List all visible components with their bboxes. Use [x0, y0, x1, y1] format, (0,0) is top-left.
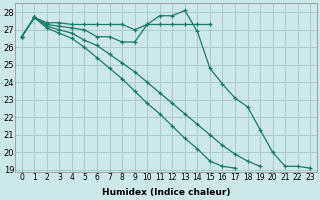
X-axis label: Humidex (Indice chaleur): Humidex (Indice chaleur)	[102, 188, 230, 197]
